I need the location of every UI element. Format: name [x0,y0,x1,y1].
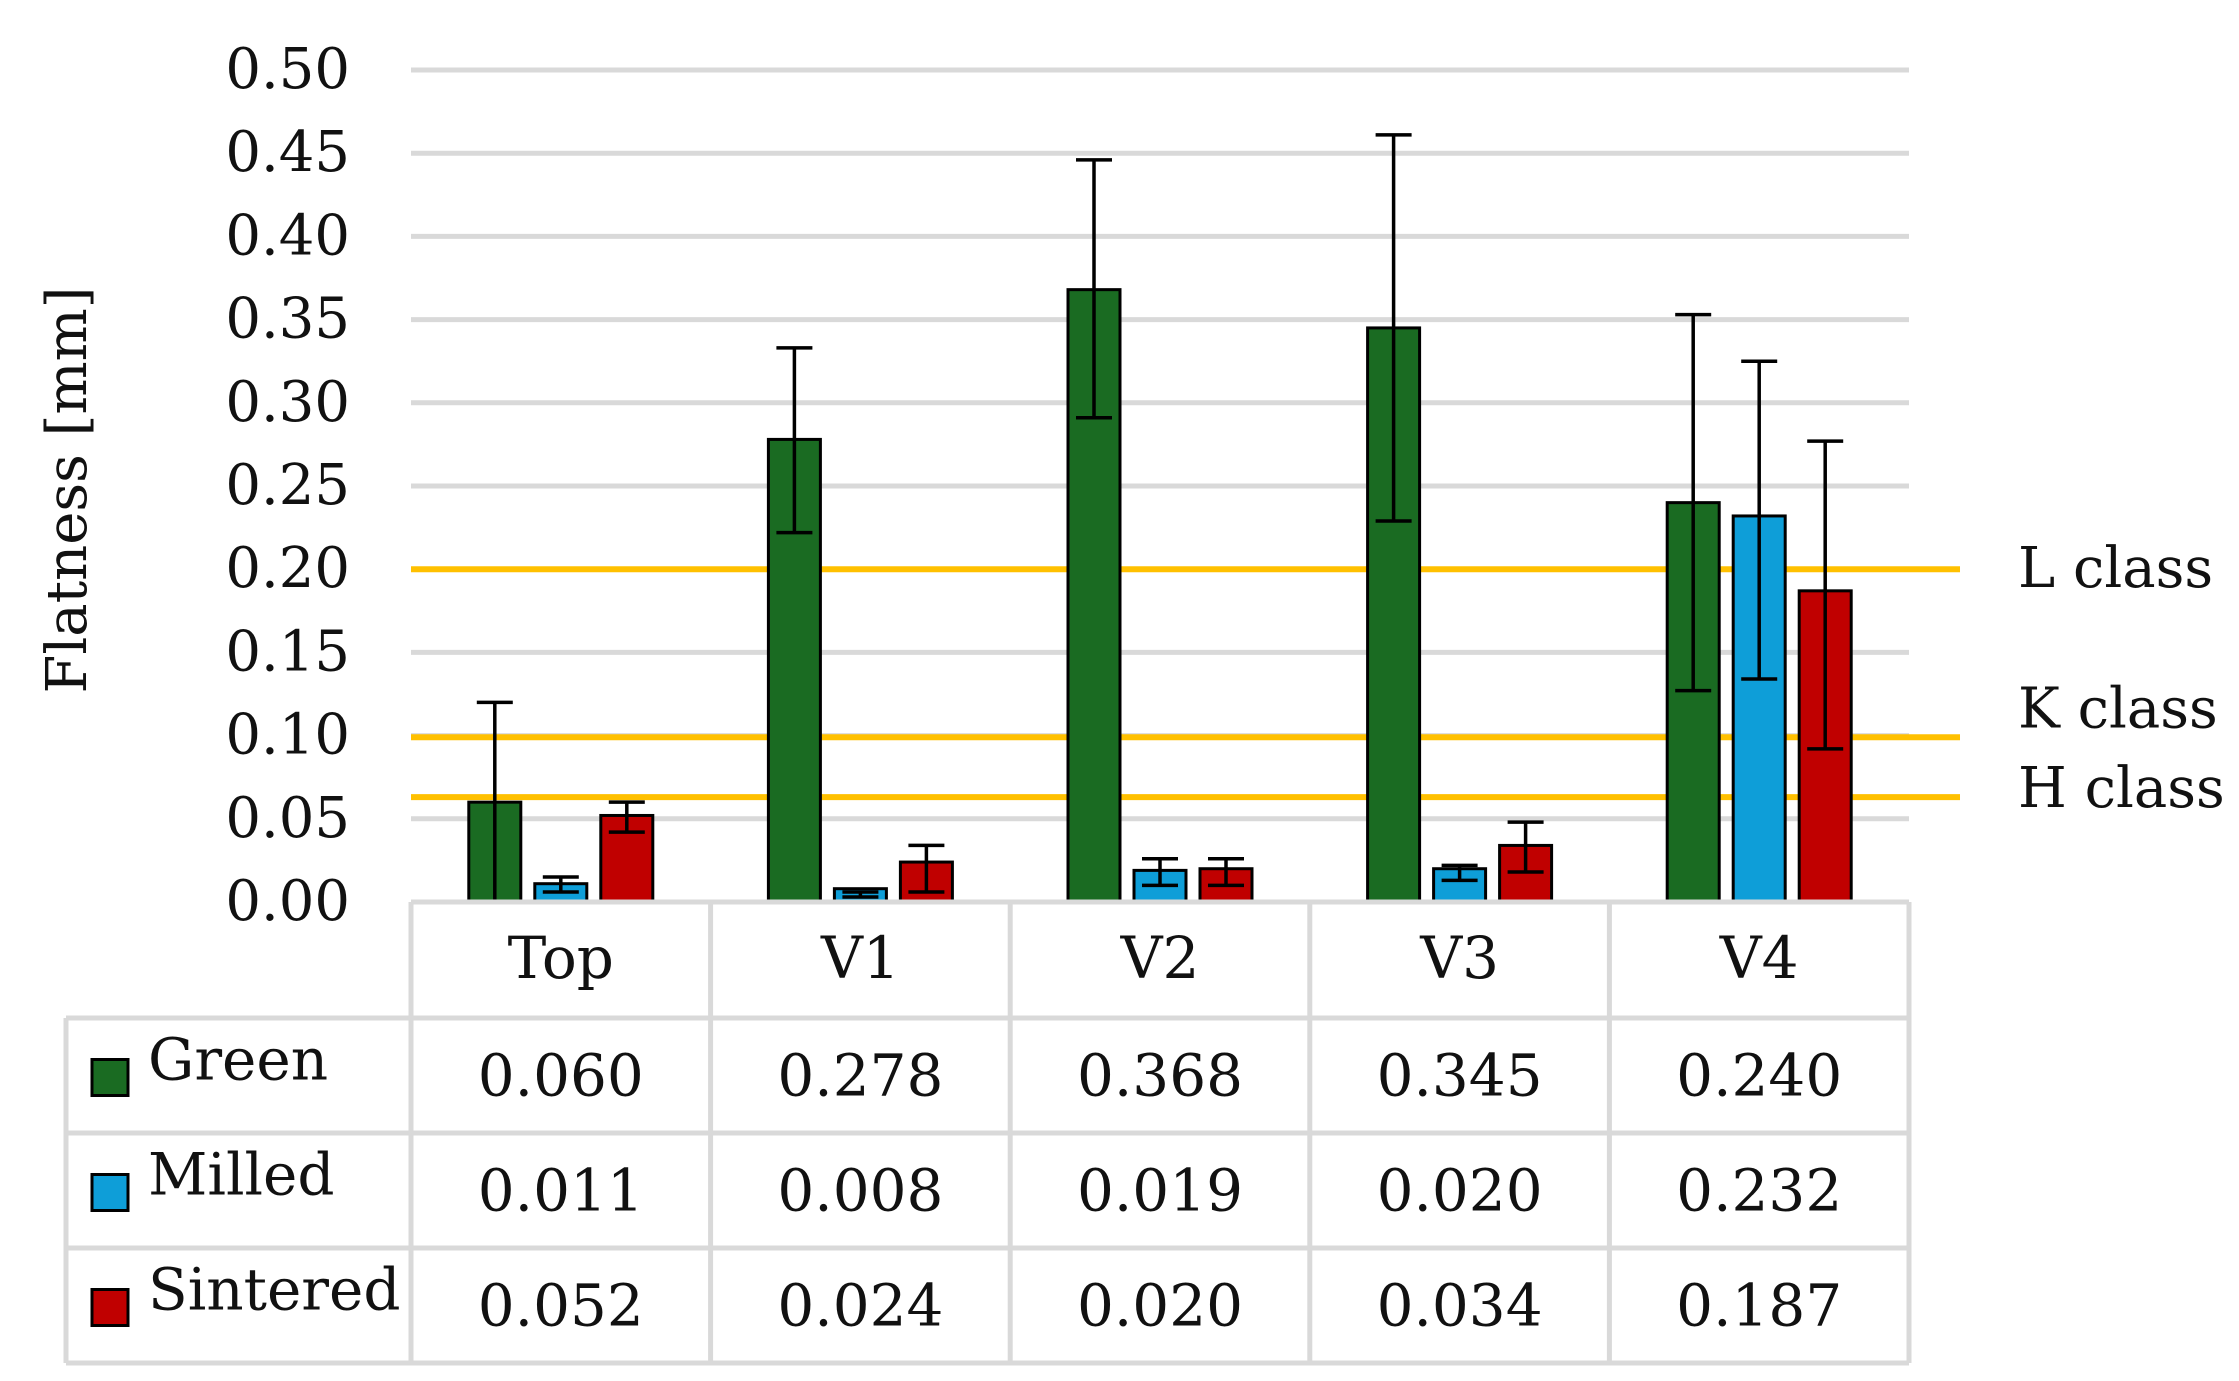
table-cell-value: 0.232 [1676,1157,1842,1225]
legend-label: Sintered [148,1256,400,1324]
reference-label: H class [2018,756,2225,821]
y-tick-label: 0.45 [225,120,350,185]
bars [467,288,1853,904]
table-cell-value: 0.019 [1077,1157,1243,1225]
error-bar [908,843,945,894]
table-cell-value: 0.034 [1377,1272,1543,1340]
category-label: V1 [820,924,900,992]
table-cell-value: 0.020 [1077,1272,1243,1340]
error-bar [542,875,579,894]
bar-green-v2 [1066,288,1122,904]
y-tick-label: 0.35 [225,287,350,352]
error-bar [1675,312,1712,693]
y-tick-label: 0.05 [225,786,350,851]
error-bar [776,346,813,535]
table-cell-value: 0.052 [478,1272,644,1340]
reference-lines: L class K class H class [411,536,2225,821]
table-cell-value: 0.008 [777,1157,943,1225]
table-cell-value: 0.187 [1676,1272,1842,1340]
y-tick-label: 0.00 [225,869,350,934]
y-tick-label: 0.50 [225,37,350,102]
legend-label: Green [148,1026,328,1094]
table-cell-value: 0.020 [1377,1157,1543,1225]
reference-label: L class [2018,536,2213,601]
legend-swatch-milled [90,1173,130,1212]
y-tick-label: 0.25 [225,453,350,518]
y-tick-label: 0.20 [225,536,350,601]
legend-label: Milled [148,1141,335,1209]
error-bar [1375,133,1412,523]
error-bar [1807,439,1844,751]
table-cell-value: 0.345 [1377,1042,1543,1110]
table-cell-value: 0.278 [777,1042,943,1110]
table-cell-value: 0.240 [1676,1042,1842,1110]
y-axis-ticks: 0.00 0.05 0.10 0.15 0.20 0.25 0.30 0.35 0.40 0.45… [225,37,350,934]
error-bar [608,800,645,834]
error-bar [1507,820,1544,874]
error-bar [1142,856,1178,888]
y-tick-label: 0.15 [225,619,350,684]
y-tick-label: 0.30 [225,370,350,435]
table-cell-value: 0.011 [478,1157,644,1225]
y-axis-title: Flatness [mm] [35,286,100,693]
category-label: V3 [1419,924,1499,992]
legend-swatch-green [90,1058,130,1097]
error-bar [1208,856,1244,888]
error-bar [842,890,879,899]
category-label: V2 [1120,924,1200,992]
data-table: Top V1 V2 V3 V4 Green 0.060 0.278 0.368 0.345 0.24… [63,899,1912,1366]
category-label: Top [508,924,614,992]
legend-swatch-sintered [90,1288,130,1327]
error-bar [1076,158,1112,420]
error-bars [476,133,1844,904]
y-tick-label: 0.40 [225,203,350,268]
y-tick-label: 0.10 [225,703,350,768]
category-label: V4 [1719,924,1799,992]
table-cell-value: 0.368 [1077,1042,1243,1110]
error-bar [1741,359,1778,681]
table-cell-value: 0.024 [777,1272,943,1340]
reference-label: K class [2018,676,2218,741]
table-cell-value: 0.060 [478,1042,644,1110]
error-bar [1441,863,1478,883]
